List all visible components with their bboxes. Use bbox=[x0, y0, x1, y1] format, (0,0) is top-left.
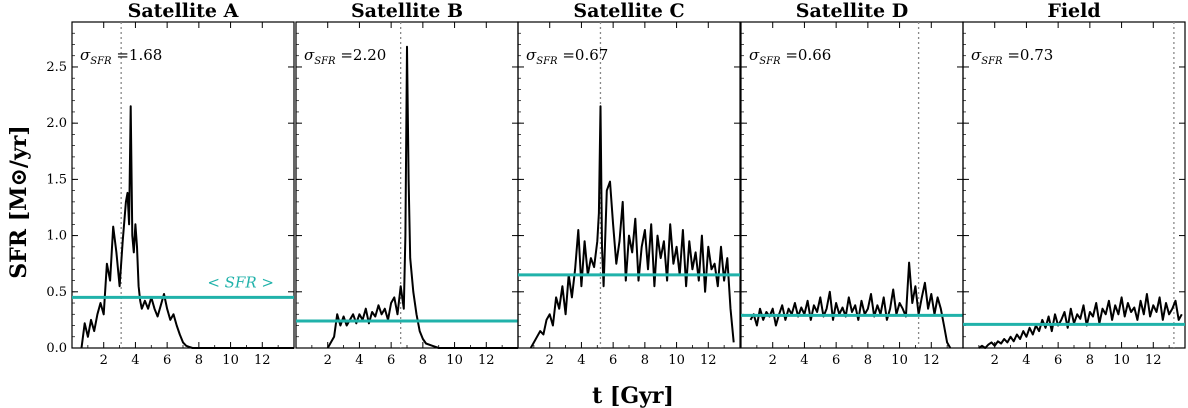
sfr-series-line bbox=[529, 105, 735, 349]
sfr-series-line bbox=[80, 105, 294, 349]
x-tick-label: 10 bbox=[446, 353, 463, 368]
x-tick-label: 12 bbox=[923, 353, 940, 368]
x-tick-label: 4 bbox=[1022, 353, 1030, 368]
x-tick-label: 4 bbox=[800, 353, 808, 368]
x-tick-label: 6 bbox=[609, 353, 617, 368]
x-tick-label: 10 bbox=[222, 353, 239, 368]
y-tick-label: 2.5 bbox=[46, 60, 67, 75]
y-tick-label: 1.5 bbox=[46, 172, 67, 187]
x-tick-label: 6 bbox=[1054, 353, 1062, 368]
x-tick-label: 8 bbox=[641, 353, 649, 368]
panel-title: Satellite C bbox=[573, 0, 684, 22]
panels-group: Satellite A 2 4 6 8 10 12 0.0 0.5 1.0 1.5 2.0 2.5 < S… bbox=[46, 0, 1186, 368]
panel-3: Satellite C 2 4 6 8 10 12 σSFR =0.67 bbox=[517, 0, 741, 368]
x-tick-label: 10 bbox=[1113, 353, 1130, 368]
x-tick-label: 8 bbox=[864, 353, 872, 368]
x-tick-label: 12 bbox=[478, 353, 495, 368]
x-tick-label: 12 bbox=[254, 353, 271, 368]
sfr-series-line bbox=[978, 293, 1183, 349]
x-tick-label: 6 bbox=[163, 353, 171, 368]
panel-frame bbox=[517, 21, 741, 349]
panel-title: Satellite D bbox=[796, 0, 909, 22]
x-tick-label: 2 bbox=[991, 353, 999, 368]
panel-2: Satellite B 2 4 6 8 10 12 σSFR =2.20 bbox=[295, 0, 519, 368]
sfr-series-line bbox=[326, 45, 518, 349]
x-tick-label: 10 bbox=[668, 353, 685, 368]
y-tick-label: 0.5 bbox=[46, 285, 67, 300]
x-axis-label: t [Gyr] bbox=[592, 383, 674, 408]
x-tick-label: 10 bbox=[891, 353, 908, 368]
y-tick-label: 0.0 bbox=[46, 341, 67, 356]
x-tick-label: 2 bbox=[546, 353, 554, 368]
panel-frame bbox=[962, 21, 1186, 349]
x-tick-label: 6 bbox=[387, 353, 395, 368]
x-tick-label: 2 bbox=[769, 353, 777, 368]
x-tick-label: 2 bbox=[324, 353, 332, 368]
panel-title: Satellite A bbox=[128, 0, 239, 22]
panel-1: Satellite A 2 4 6 8 10 12 0.0 0.5 1.0 1.5 2.0 2.5 < S… bbox=[46, 0, 295, 368]
y-axis-label: SFR [M⊙/yr] bbox=[6, 125, 32, 278]
sigma-annotation: σSFR =0.66 bbox=[749, 46, 831, 67]
x-tick-label: 8 bbox=[1086, 353, 1094, 368]
sfr-series-line bbox=[749, 261, 952, 349]
sigma-annotation: σSFR =0.67 bbox=[526, 46, 608, 67]
sigma-annotation: σSFR =1.68 bbox=[80, 46, 162, 67]
x-tick-label: 4 bbox=[131, 353, 139, 368]
x-tick-label: 8 bbox=[195, 353, 203, 368]
y-tick-label: 2.0 bbox=[46, 116, 67, 131]
mean-sfr-label: < SFR > bbox=[207, 273, 274, 291]
x-tick-label: 6 bbox=[832, 353, 840, 368]
x-tick-label: 12 bbox=[1145, 353, 1162, 368]
sigma-annotation: σSFR =2.20 bbox=[304, 46, 386, 67]
panel-4: Satellite D 2 4 6 8 10 12 σSFR =0.66 bbox=[740, 0, 964, 368]
x-tick-label: 2 bbox=[100, 353, 108, 368]
x-tick-label: 4 bbox=[577, 353, 585, 368]
x-tick-label: 4 bbox=[355, 353, 363, 368]
panel-title: Field bbox=[1047, 0, 1100, 22]
sigma-annotation: σSFR =0.73 bbox=[971, 46, 1053, 67]
x-tick-label: 12 bbox=[700, 353, 717, 368]
x-tick-label: 8 bbox=[419, 353, 427, 368]
panel-title: Satellite B bbox=[351, 0, 463, 22]
panel-5: Field 2 4 6 8 10 12 σSFR =0.73 bbox=[962, 0, 1186, 368]
y-tick-label: 1.0 bbox=[46, 229, 67, 244]
